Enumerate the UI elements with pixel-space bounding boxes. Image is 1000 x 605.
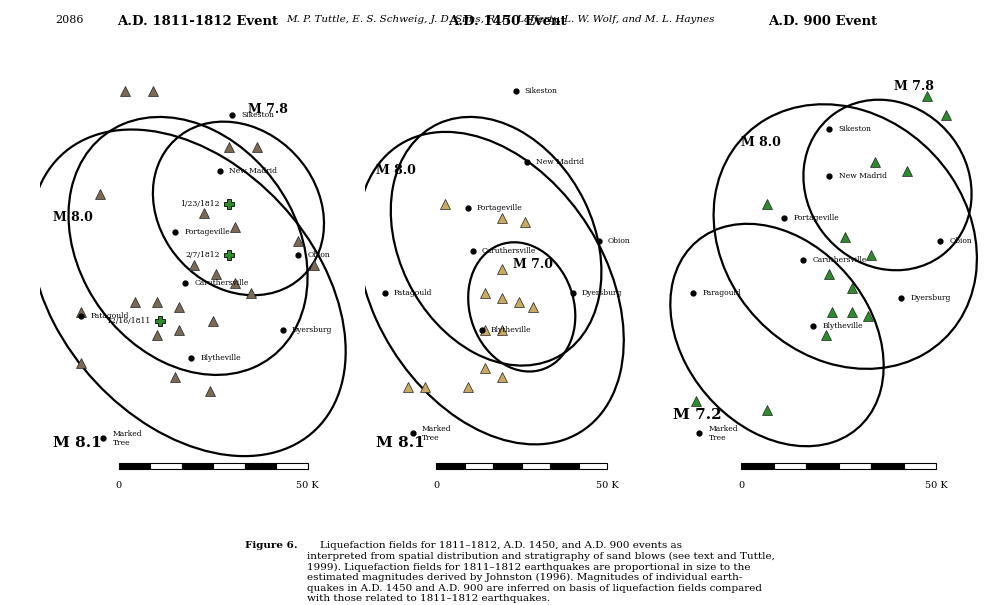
Text: Patagould: Patagould (90, 312, 129, 320)
Text: Caruthersville: Caruthersville (482, 247, 536, 255)
Bar (182, 463, 213, 469)
Text: Sikeston: Sikeston (242, 111, 275, 119)
Text: Dyersburg: Dyersburg (292, 326, 332, 335)
Bar (550, 463, 579, 469)
Bar (213, 463, 245, 469)
Text: Marked
Tree: Marked Tree (422, 425, 452, 442)
Text: Blytheville: Blytheville (201, 355, 241, 362)
Text: 0: 0 (738, 481, 744, 490)
Text: M 8.0: M 8.0 (741, 136, 781, 149)
Text: Blytheville: Blytheville (490, 326, 531, 335)
Bar (871, 463, 904, 469)
Text: 1/23/1812: 1/23/1812 (180, 200, 220, 208)
Text: Blytheville: Blytheville (822, 322, 863, 330)
Bar (579, 463, 607, 469)
Text: M 7.8: M 7.8 (248, 103, 288, 116)
Bar (150, 463, 182, 469)
Bar (493, 463, 522, 469)
Text: 2086: 2086 (55, 15, 84, 25)
Bar (774, 463, 806, 469)
Title: A.D. 1450 Event: A.D. 1450 Event (448, 15, 567, 28)
Bar (806, 463, 839, 469)
Bar (465, 463, 493, 469)
Text: Portageville: Portageville (793, 214, 839, 222)
Text: New Madrid: New Madrid (229, 167, 277, 175)
Text: Liquefaction fields for 1811–1812, A.D. 1450, and A.D. 900 events as
interpreted: Liquefaction fields for 1811–1812, A.D. … (307, 541, 775, 603)
Text: M 8.0: M 8.0 (53, 211, 92, 224)
Text: Marked
Tree: Marked Tree (709, 425, 738, 442)
Text: Sikeston: Sikeston (525, 87, 558, 95)
Text: 50 K: 50 K (296, 481, 319, 490)
Text: M 8.1: M 8.1 (376, 436, 425, 450)
Bar (119, 463, 150, 469)
Text: M 8.1: M 8.1 (53, 436, 101, 450)
Text: 0: 0 (433, 481, 439, 490)
Text: Obion: Obion (308, 251, 330, 260)
Text: Figure 6.: Figure 6. (245, 541, 298, 551)
Text: Patagould: Patagould (394, 289, 432, 297)
Text: Marked
Tree: Marked Tree (112, 430, 142, 446)
Text: New Madrid: New Madrid (536, 157, 584, 166)
Text: Paragould: Paragould (702, 289, 741, 297)
Text: Obion: Obion (607, 237, 630, 245)
Text: 50 K: 50 K (596, 481, 619, 490)
Text: 50 K: 50 K (925, 481, 948, 490)
Text: 12/16/1811: 12/16/1811 (106, 317, 150, 325)
Bar (436, 463, 465, 469)
Bar (276, 463, 308, 469)
Text: M 7.0: M 7.0 (513, 258, 553, 271)
Text: Portageville: Portageville (476, 204, 522, 212)
Bar (839, 463, 871, 469)
Text: 0: 0 (116, 481, 122, 490)
Text: Dyersburg: Dyersburg (910, 293, 951, 301)
Text: M 8.0: M 8.0 (376, 165, 416, 177)
Text: 2/7/1812: 2/7/1812 (185, 251, 220, 260)
Text: Caruthersville: Caruthersville (194, 280, 249, 287)
Bar (904, 463, 936, 469)
Text: M 7.8: M 7.8 (894, 80, 934, 93)
Bar (741, 463, 774, 469)
Text: Sikeston: Sikeston (839, 125, 872, 132)
Text: M. P. Tuttle, E. S. Schweig, J. D. Sims, R. H. Lafferty, L. W. Wolf, and M. L. H: M. P. Tuttle, E. S. Schweig, J. D. Sims,… (286, 15, 714, 24)
Title: A.D. 900 Event: A.D. 900 Event (768, 15, 877, 28)
Text: M 7.2: M 7.2 (673, 408, 722, 422)
Title: A.D. 1811-1812 Event: A.D. 1811-1812 Event (117, 15, 278, 28)
Text: Caruthersville: Caruthersville (813, 256, 867, 264)
Text: Obion: Obion (949, 237, 972, 245)
Text: Portageville: Portageville (185, 228, 231, 236)
Text: Dyersburg: Dyersburg (582, 289, 622, 297)
Bar (245, 463, 276, 469)
Bar (522, 463, 550, 469)
Text: New Madrid: New Madrid (839, 172, 887, 180)
